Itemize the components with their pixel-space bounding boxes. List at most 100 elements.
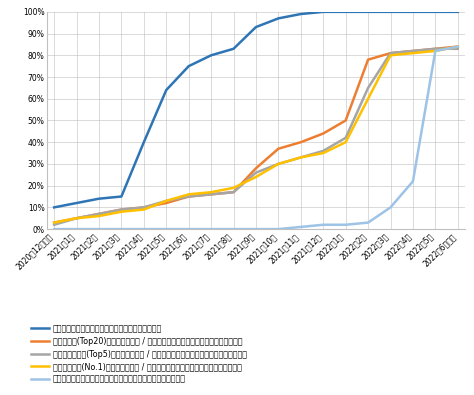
就職活動を終了させたいと考えている時期を教えてください。: [118, 227, 124, 231]
就職活動を終了させたいと考えている時期を教えてください。: [343, 222, 348, 227]
志望企業群(Top20)が決まった時期 / 決めたいと考えている時期を教えて下さい。: [410, 49, 416, 53]
第一志望企業群(Top5)が決まった時期 / 決めたいと考えている時期を教えて下さい。: [298, 155, 304, 160]
第一志望企業(No.1)が決まった時期 / 決めたいと考えている時期を教えて下さい。: [410, 51, 416, 55]
就職活動に取り組み始めた時期を教えてください。: [455, 9, 461, 14]
就職活動を終了させたいと考えている時期を教えてください。: [388, 205, 393, 210]
志望企業群(Top20)が決まった時期 / 決めたいと考えている時期を教えて下さい。: [208, 192, 214, 197]
第一志望企業(No.1)が決まった時期 / 決めたいと考えている時期を教えて下さい。: [455, 44, 461, 49]
志望企業群(Top20)が決まった時期 / 決めたいと考えている時期を教えて下さい。: [432, 47, 438, 51]
志望企業群(Top20)が決まった時期 / 決めたいと考えている時期を教えて下さい。: [164, 201, 169, 205]
Line: 志望企業群(Top20)が決まった時期 / 決めたいと考えている時期を教えて下さい。: 志望企業群(Top20)が決まった時期 / 決めたいと考えている時期を教えて下さ…: [54, 47, 458, 222]
志望企業群(Top20)が決まった時期 / 決めたいと考えている時期を教えて下さい。: [455, 44, 461, 49]
第一志望企業群(Top5)が決まった時期 / 決めたいと考えている時期を教えて下さい。: [231, 190, 237, 194]
就職活動に取り組み始めた時期を教えてください。: [96, 196, 102, 201]
就職活動を終了させたいと考えている時期を教えてください。: [432, 49, 438, 53]
就職活動を終了させたいと考えている時期を教えてください。: [74, 227, 80, 231]
第一志望企業群(Top5)が決まった時期 / 決めたいと考えている時期を教えて下さい。: [455, 47, 461, 51]
第一志望企業(No.1)が決まった時期 / 決めたいと考えている時期を教えて下さい。: [432, 49, 438, 53]
志望企業群(Top20)が決まった時期 / 決めたいと考えている時期を教えて下さい。: [298, 140, 304, 145]
志望企業群(Top20)が決まった時期 / 決めたいと考えている時期を教えて下さい。: [141, 205, 146, 210]
就職活動を終了させたいと考えている時期を教えてください。: [410, 179, 416, 184]
第一志望企業群(Top5)が決まった時期 / 決めたいと考えている時期を教えて下さい。: [432, 47, 438, 51]
Line: 就職活動に取り組み始めた時期を教えてください。: 就職活動に取り組み始めた時期を教えてください。: [54, 12, 458, 207]
就職活動に取り組み始めた時期を教えてください。: [432, 9, 438, 14]
就職活動に取り組み始めた時期を教えてください。: [51, 205, 57, 210]
就職活動を終了させたいと考えている時期を教えてください。: [231, 227, 237, 231]
第一志望企業(No.1)が決まった時期 / 決めたいと考えている時期を教えて下さい。: [253, 175, 259, 179]
第一志望企業群(Top5)が決まった時期 / 決めたいと考えている時期を教えて下さい。: [343, 135, 348, 140]
Line: 第一志望企業群(Top5)が決まった時期 / 決めたいと考えている時期を教えて下さい。: 第一志望企業群(Top5)が決まった時期 / 決めたいと考えている時期を教えて下…: [54, 49, 458, 225]
就職活動を終了させたいと考えている時期を教えてください。: [51, 227, 57, 231]
就職活動を終了させたいと考えている時期を教えてください。: [320, 222, 326, 227]
第一志望企業(No.1)が決まった時期 / 決めたいと考えている時期を教えて下さい。: [275, 162, 281, 166]
第一志望企業群(Top5)が決まった時期 / 決めたいと考えている時期を教えて下さい。: [388, 51, 393, 55]
志望企業群(Top20)が決まった時期 / 決めたいと考えている時期を教えて下さい。: [388, 51, 393, 55]
志望企業群(Top20)が決まった時期 / 決めたいと考えている時期を教えて下さい。: [275, 146, 281, 151]
第一志望企業群(Top5)が決まった時期 / 決めたいと考えている時期を教えて下さい。: [186, 194, 191, 199]
第一志望企業群(Top5)が決まった時期 / 決めたいと考えている時期を教えて下さい。: [164, 198, 169, 203]
第一志望企業群(Top5)が決まった時期 / 決めたいと考えている時期を教えて下さい。: [208, 192, 214, 197]
Line: 就職活動を終了させたいと考えている時期を教えてください。: 就職活動を終了させたいと考えている時期を教えてください。: [54, 47, 458, 229]
第一志望企業(No.1)が決まった時期 / 決めたいと考えている時期を教えて下さい。: [320, 150, 326, 155]
志望企業群(Top20)が決まった時期 / 決めたいと考えている時期を教えて下さい。: [365, 57, 371, 62]
就職活動を終了させたいと考えている時期を教えてください。: [455, 44, 461, 49]
志望企業群(Top20)が決まった時期 / 決めたいと考えている時期を教えて下さい。: [96, 211, 102, 216]
志望企業群(Top20)が決まった時期 / 決めたいと考えている時期を教えて下さい。: [253, 166, 259, 171]
就職活動に取り組み始めた時期を教えてください。: [118, 194, 124, 199]
Legend: 就職活動に取り組み始めた時期を教えてください。, 志望企業群(Top20)が決まった時期 / 決めたいと考えている時期を教えて下さい。, 第一志望企業群(Top: 就職活動に取り組み始めた時期を教えてください。, 志望企業群(Top20)が決ま…: [27, 321, 250, 387]
第一志望企業(No.1)が決まった時期 / 決めたいと考えている時期を教えて下さい。: [365, 96, 371, 101]
第一志望企業(No.1)が決まった時期 / 決めたいと考えている時期を教えて下さい。: [388, 53, 393, 58]
第一志望企業群(Top5)が決まった時期 / 決めたいと考えている時期を教えて下さい。: [410, 49, 416, 53]
就職活動に取り組み始めた時期を教えてください。: [410, 9, 416, 14]
就職活動を終了させたいと考えている時期を教えてください。: [186, 227, 191, 231]
就職活動に取り組み始めた時期を教えてください。: [298, 12, 304, 17]
第一志望企業群(Top5)が決まった時期 / 決めたいと考えている時期を教えて下さい。: [96, 211, 102, 216]
就職活動に取り組み始めた時期を教えてください。: [208, 53, 214, 58]
就職活動を終了させたいと考えている時期を教えてください。: [164, 227, 169, 231]
就職活動に取り組み始めた時期を教えてください。: [343, 9, 348, 14]
就職活動に取り組み始めた時期を教えてください。: [253, 24, 259, 30]
第一志望企業(No.1)が決まった時期 / 決めたいと考えている時期を教えて下さい。: [231, 185, 237, 190]
就職活動を終了させたいと考えている時期を教えてください。: [298, 224, 304, 229]
志望企業群(Top20)が決まった時期 / 決めたいと考えている時期を教えて下さい。: [118, 207, 124, 212]
就職活動に取り組み始めた時期を教えてください。: [275, 16, 281, 21]
第一志望企業(No.1)が決まった時期 / 決めたいと考えている時期を教えて下さい。: [74, 216, 80, 220]
第一志望企業(No.1)が決まった時期 / 決めたいと考えている時期を教えて下さい。: [96, 214, 102, 218]
第一志望企業(No.1)が決まった時期 / 決めたいと考えている時期を教えて下さい。: [141, 207, 146, 212]
就職活動に取り組み始めた時期を教えてください。: [141, 140, 146, 145]
就職活動を終了させたいと考えている時期を教えてください。: [275, 227, 281, 231]
志望企業群(Top20)が決まった時期 / 決めたいと考えている時期を教えて下さい。: [186, 194, 191, 199]
志望企業群(Top20)が決まった時期 / 決めたいと考えている時期を教えて下さい。: [74, 216, 80, 220]
就職活動を終了させたいと考えている時期を教えてください。: [141, 227, 146, 231]
第一志望企業(No.1)が決まった時期 / 決めたいと考えている時期を教えて下さい。: [343, 140, 348, 145]
志望企業群(Top20)が決まった時期 / 決めたいと考えている時期を教えて下さい。: [231, 190, 237, 194]
第一志望企業(No.1)が決まった時期 / 決めたいと考えている時期を教えて下さい。: [186, 192, 191, 197]
就職活動を終了させたいと考えている時期を教えてください。: [365, 220, 371, 225]
志望企業群(Top20)が決まった時期 / 決めたいと考えている時期を教えて下さい。: [320, 131, 326, 136]
第一志望企業群(Top5)が決まった時期 / 決めたいと考えている時期を教えて下さい。: [365, 85, 371, 90]
第一志望企業(No.1)が決まった時期 / 決めたいと考えている時期を教えて下さい。: [51, 220, 57, 225]
第一志望企業(No.1)が決まった時期 / 決めたいと考えている時期を教えて下さい。: [298, 155, 304, 160]
第一志望企業(No.1)が決まった時期 / 決めたいと考えている時期を教えて下さい。: [118, 209, 124, 214]
第一志望企業群(Top5)が決まった時期 / 決めたいと考えている時期を教えて下さい。: [275, 162, 281, 166]
第一志望企業群(Top5)が決まった時期 / 決めたいと考えている時期を教えて下さい。: [141, 205, 146, 210]
志望企業群(Top20)が決まった時期 / 決めたいと考えている時期を教えて下さい。: [343, 118, 348, 123]
第一志望企業群(Top5)が決まった時期 / 決めたいと考えている時期を教えて下さい。: [253, 170, 259, 175]
第一志望企業(No.1)が決まった時期 / 決めたいと考えている時期を教えて下さい。: [208, 190, 214, 194]
就職活動を終了させたいと考えている時期を教えてください。: [96, 227, 102, 231]
就職活動に取り組み始めた時期を教えてください。: [164, 88, 169, 92]
就職活動に取り組み始めた時期を教えてください。: [388, 9, 393, 14]
就職活動に取り組み始めた時期を教えてください。: [231, 47, 237, 51]
就職活動を終了させたいと考えている時期を教えてください。: [253, 227, 259, 231]
就職活動に取り組み始めた時期を教えてください。: [365, 9, 371, 14]
就職活動に取り組み始めた時期を教えてください。: [186, 64, 191, 69]
第一志望企業群(Top5)が決まった時期 / 決めたいと考えている時期を教えて下さい。: [74, 216, 80, 220]
第一志望企業群(Top5)が決まった時期 / 決めたいと考えている時期を教えて下さい。: [320, 149, 326, 153]
就職活動を終了させたいと考えている時期を教えてください。: [208, 227, 214, 231]
志望企業群(Top20)が決まった時期 / 決めたいと考えている時期を教えて下さい。: [51, 220, 57, 225]
就職活動に取り組み始めた時期を教えてください。: [74, 201, 80, 205]
就職活動に取り組み始めた時期を教えてください。: [320, 9, 326, 14]
第一志望企業(No.1)が決まった時期 / 決めたいと考えている時期を教えて下さい。: [164, 198, 169, 203]
第一志望企業群(Top5)が決まった時期 / 決めたいと考えている時期を教えて下さい。: [51, 222, 57, 227]
Line: 第一志望企業(No.1)が決まった時期 / 決めたいと考えている時期を教えて下さい。: 第一志望企業(No.1)が決まった時期 / 決めたいと考えている時期を教えて下さ…: [54, 47, 458, 222]
